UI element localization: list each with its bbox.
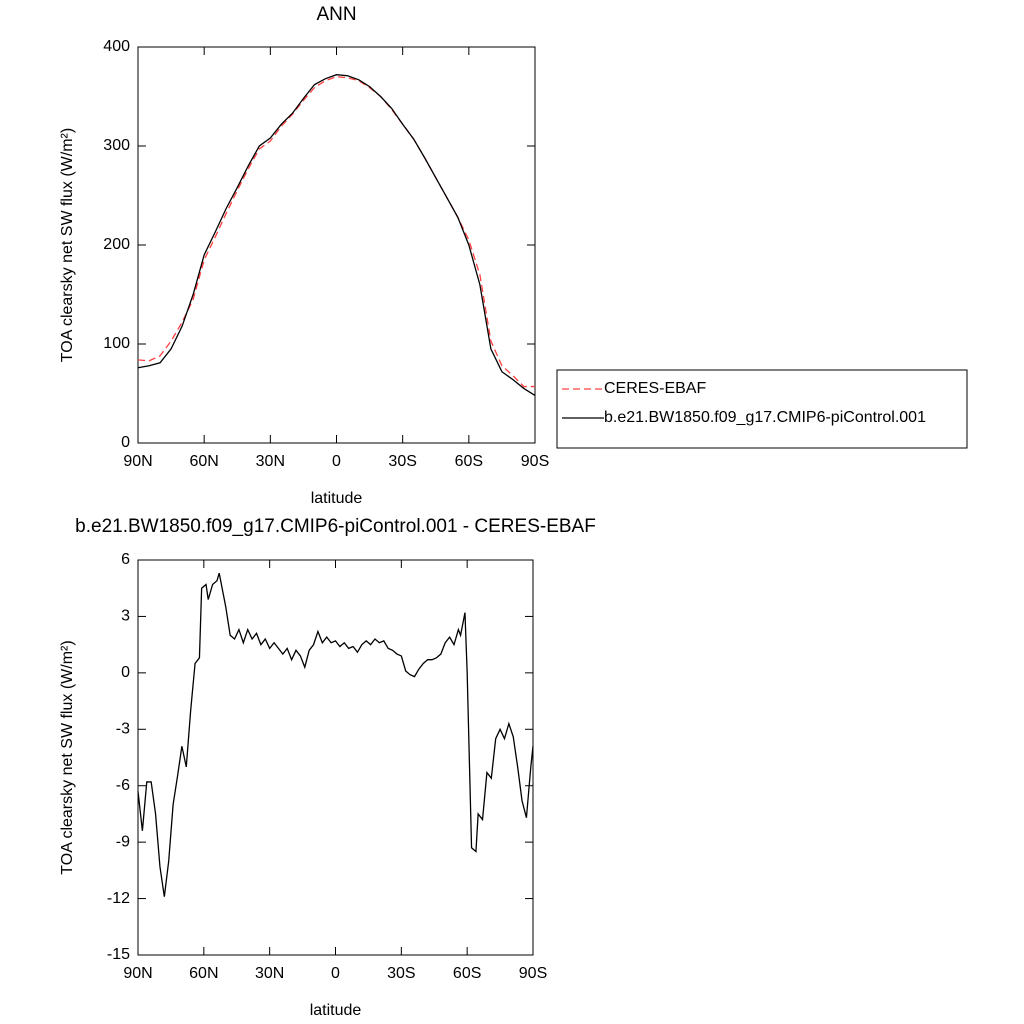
legend-label: CERES-EBAF [604, 380, 706, 397]
data-line [137, 76, 535, 388]
x-tick-label: 30N [256, 453, 285, 470]
x-tick-label: 90S [519, 965, 547, 982]
data-line [137, 572, 534, 897]
data-line [137, 74, 536, 397]
y-tick-label: 0 [121, 664, 130, 681]
y-tick-label: 0 [121, 434, 130, 451]
panel: b.e21.BW1850.f09_g17.CMIP6-piControl.001… [59, 516, 596, 1019]
y-tick-label: 100 [103, 335, 130, 352]
x-axis-label: latitude [310, 1002, 362, 1019]
y-tick-label: 400 [103, 38, 130, 55]
legend-box [556, 369, 968, 449]
y-tick-label: 3 [121, 608, 130, 625]
x-tick-label: 90N [123, 453, 152, 470]
chart-title: b.e21.BW1850.f09_g17.CMIP6-piControl.001… [75, 516, 596, 537]
x-tick-label: 0 [331, 965, 340, 982]
x-tick-label: 30N [255, 965, 284, 982]
y-tick-label: 6 [121, 551, 130, 568]
x-tick-label: 90S [521, 453, 549, 470]
x-tick-label: 30S [387, 965, 415, 982]
y-tick-label: -15 [107, 946, 130, 963]
x-tick-label: 60N [189, 453, 218, 470]
y-tick-label: 200 [103, 236, 130, 253]
x-tick-label: 30S [388, 453, 416, 470]
legend: CERES-EBAF b.e21.BW1850.f09_g17.CMIP6-piC… [556, 369, 968, 449]
y-tick-label: 300 [103, 137, 130, 154]
plot-frame [137, 559, 534, 956]
x-tick-label: 60S [455, 453, 483, 470]
chart-title: ANN [316, 4, 356, 25]
legend-label: b.e21.BW1850.f09_g17.CMIP6-piControl.001 [604, 409, 926, 426]
x-tick-label: 60S [453, 965, 481, 982]
x-tick-label: 90N [123, 965, 152, 982]
y-tick-label: -3 [116, 721, 130, 738]
y-axis-label: TOA clearsky net SW flux (W/m²) [59, 640, 76, 874]
y-tick-label: -12 [107, 890, 130, 907]
plot-frame [137, 46, 536, 444]
y-tick-label: -9 [116, 833, 130, 850]
y-tick-label: -6 [116, 777, 130, 794]
x-axis-label: latitude [311, 490, 363, 507]
y-axis-label: TOA clearsky net SW flux (W/m²) [59, 128, 76, 362]
x-tick-label: 0 [332, 453, 341, 470]
panel: ANN 0 100 200 300 400 90N 60N 30N 0 30S 60S 90S latit… [59, 4, 968, 507]
x-tick-label: 60N [189, 965, 218, 982]
